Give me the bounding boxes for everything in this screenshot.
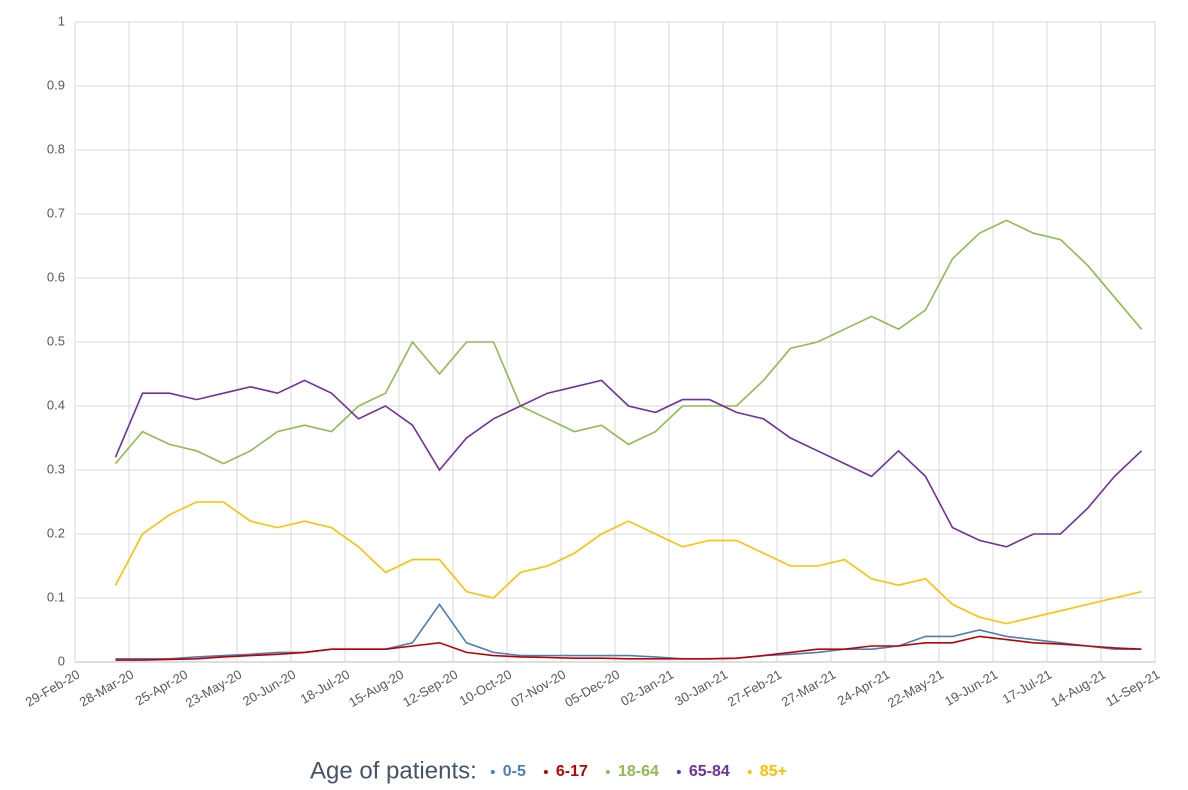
legend-marker	[747, 770, 752, 774]
x-tick-label: 20-Jun-20	[240, 667, 298, 709]
x-tick-label: 29-Feb-20	[23, 667, 82, 710]
y-tick-label: 0	[58, 653, 65, 668]
x-tick-label: 28-Mar-20	[77, 667, 136, 710]
y-tick-label: 0.3	[47, 461, 65, 476]
x-tick-label: 14-Aug-21	[1048, 667, 1108, 710]
x-tick-label: 27-Feb-21	[725, 667, 784, 710]
legend-label: 85+	[760, 763, 787, 780]
x-tick-label: 12-Sep-20	[400, 667, 460, 710]
y-tick-label: 1	[58, 13, 65, 28]
legend-marker	[490, 770, 495, 774]
x-tick-label: 22-May-21	[885, 667, 946, 711]
series-line	[114, 379, 1143, 548]
x-tick-label: 27-Mar-21	[779, 667, 838, 710]
x-tick-label: 25-Apr-20	[133, 667, 191, 709]
x-tick-label: 02-Jan-21	[618, 667, 676, 709]
x-tick-label: 07-Nov-20	[508, 667, 568, 710]
legend-label: 6-17	[556, 763, 588, 780]
y-tick-label: 0.6	[47, 269, 65, 284]
x-tick-label: 30-Jan-21	[672, 667, 730, 709]
x-tick-label: 05-Dec-20	[562, 667, 622, 710]
legend-marker	[605, 770, 610, 774]
y-tick-label: 0.8	[47, 141, 65, 156]
legend-marker	[543, 770, 548, 774]
x-tick-label: 10-Oct-20	[457, 667, 515, 709]
series-line	[114, 501, 1142, 625]
series-line	[114, 219, 1143, 465]
legend-label: 65-84	[689, 763, 730, 780]
x-tick-label: 15-Aug-20	[346, 667, 406, 710]
series-line	[115, 603, 1142, 660]
x-tick-label: 19-Jun-21	[942, 667, 1000, 709]
x-tick-label: 23-May-20	[183, 667, 244, 711]
legend-label: 18-64	[618, 763, 659, 780]
y-tick-label: 0.2	[47, 525, 65, 540]
x-tick-label: 18-Jul-20	[298, 667, 352, 707]
x-tick-label: 24-Apr-21	[835, 667, 893, 709]
legend-title: Age of patients:	[310, 757, 477, 784]
series-line	[115, 635, 1142, 661]
legend-label: 0-5	[503, 763, 526, 780]
y-tick-label: 0.7	[47, 205, 65, 220]
y-tick-label: 0.5	[47, 333, 65, 348]
y-tick-label: 0.1	[47, 589, 65, 604]
y-tick-label: 0.9	[47, 77, 65, 92]
x-tick-label: 11-Sep-21	[1103, 667, 1162, 710]
legend-marker	[676, 770, 681, 774]
y-tick-label: 0.4	[47, 397, 65, 412]
x-tick-label: 17-Jul-21	[1000, 667, 1054, 707]
